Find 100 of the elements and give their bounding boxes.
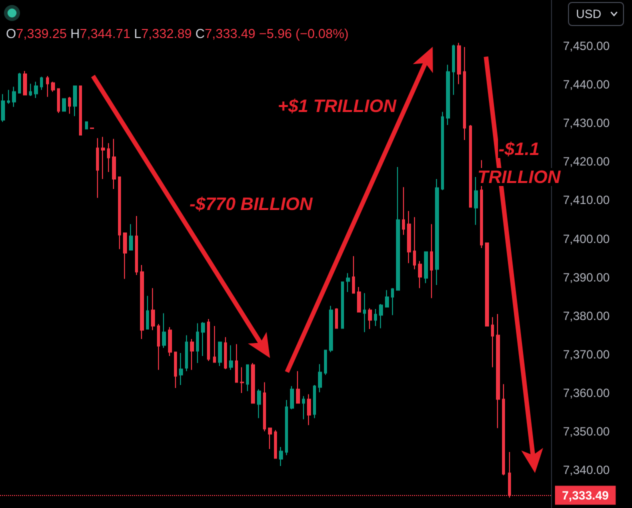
candlestick	[46, 75, 49, 98]
annotation: +$1 TRILLION	[278, 96, 396, 116]
candlestick	[251, 362, 255, 404]
candlestick	[235, 344, 238, 383]
candlestick	[151, 288, 155, 331]
candlestick	[352, 256, 355, 294]
candlestick	[402, 186, 405, 236]
candlestick	[413, 216, 416, 270]
text: O7,339.25 H7,344.71 L7,332.89 C7,333.49 −5.96 (−0.08%)	[6, 26, 349, 41]
candlestick	[441, 111, 444, 191]
candlestick	[196, 322, 199, 364]
candlestick	[213, 325, 216, 363]
candlestick	[68, 96, 71, 114]
candlestick	[418, 260, 422, 289]
candlestick	[207, 318, 210, 362]
candlestick	[469, 124, 472, 208]
candlestick	[446, 64, 450, 126]
candlestick	[157, 324, 160, 370]
candlestick	[12, 86, 16, 108]
candlestick	[279, 446, 283, 466]
y-tick-label: 7,420.00	[563, 154, 610, 169]
dropdown: USD	[568, 2, 624, 26]
candlestick	[85, 121, 88, 130]
y-tick-label: 7,380.00	[563, 308, 610, 323]
candlestick	[146, 295, 149, 330]
candlestick	[307, 394, 311, 426]
candlestick	[135, 216, 138, 276]
candlestick	[129, 224, 133, 250]
candlestick	[23, 70, 27, 96]
candlestick	[107, 142, 110, 173]
candlestick	[335, 308, 338, 329]
candlestick	[185, 334, 188, 372]
candlestick	[385, 290, 389, 308]
candlestick	[118, 176, 121, 250]
candlestick	[79, 86, 82, 136]
candlestick	[457, 42, 461, 85]
y-tick-label: 7,360.00	[563, 386, 610, 400]
candlestick	[502, 384, 505, 476]
candlestick	[496, 313, 500, 429]
candlestick	[474, 176, 478, 226]
y-tick-label: 7,440.00	[563, 77, 610, 92]
candlestick	[18, 72, 21, 94]
candlestick	[57, 88, 60, 114]
candlestick	[123, 232, 127, 280]
ref-line-label: 7,333.49	[562, 488, 610, 502]
candlestick	[268, 428, 272, 450]
y-tick-label: 7,410.00	[563, 193, 610, 208]
candlestick	[424, 251, 428, 284]
candlestick	[257, 388, 261, 419]
candlestick	[452, 44, 455, 96]
candlestick	[246, 364, 249, 392]
candlestick	[29, 83, 32, 97]
candlestick	[374, 308, 377, 326]
y-tick-label: 7,390.00	[563, 270, 610, 284]
candlestick	[263, 382, 266, 432]
candlestick	[274, 430, 277, 459]
candlestick	[51, 81, 55, 92]
candlestick	[379, 303, 383, 329]
candlestick	[62, 98, 66, 112]
y-tick-label: 7,350.00	[563, 424, 610, 439]
candlestick	[174, 352, 177, 389]
candlestick	[368, 308, 372, 330]
candlestick	[224, 336, 227, 370]
y-tick-label: 7,430.00	[563, 116, 610, 130]
y-tick-label: 7,370.00	[563, 347, 610, 362]
candlestick	[168, 326, 172, 357]
candlestick	[463, 46, 466, 141]
candlestick	[391, 288, 394, 316]
candlestick	[363, 292, 366, 333]
candlestick	[101, 136, 105, 180]
candlestick	[96, 138, 99, 198]
candlestick	[407, 210, 411, 264]
candlestick	[329, 305, 333, 353]
candlestick	[201, 322, 205, 357]
candlestick	[112, 138, 116, 190]
candlestick	[313, 384, 316, 419]
candlestick	[430, 224, 433, 299]
candlestick	[396, 166, 400, 291]
candlestick	[7, 89, 10, 104]
candlestick	[435, 178, 439, 286]
candlestick	[346, 272, 350, 292]
candlestick	[485, 242, 489, 326]
candlestick	[491, 316, 494, 368]
annotation: -$770 BILLION	[189, 194, 313, 214]
candlestick	[140, 264, 144, 340]
candlestick	[40, 76, 43, 90]
candlestick	[73, 86, 77, 117]
candlestick	[285, 399, 288, 456]
annotation: -$1.1 TRILLION	[478, 139, 560, 187]
candlestick	[296, 370, 300, 404]
y-tick-label: 7,340.00	[563, 463, 610, 478]
candlestick	[34, 81, 38, 98]
candlestick	[1, 94, 5, 122]
candlestick	[341, 281, 344, 329]
candlestick	[229, 344, 233, 370]
candlestick	[302, 396, 305, 420]
candlestick	[162, 312, 166, 348]
candlestick	[357, 286, 361, 313]
y-tick-label: 7,400.00	[563, 232, 610, 246]
y-tick-label: 7,450.00	[563, 38, 610, 53]
